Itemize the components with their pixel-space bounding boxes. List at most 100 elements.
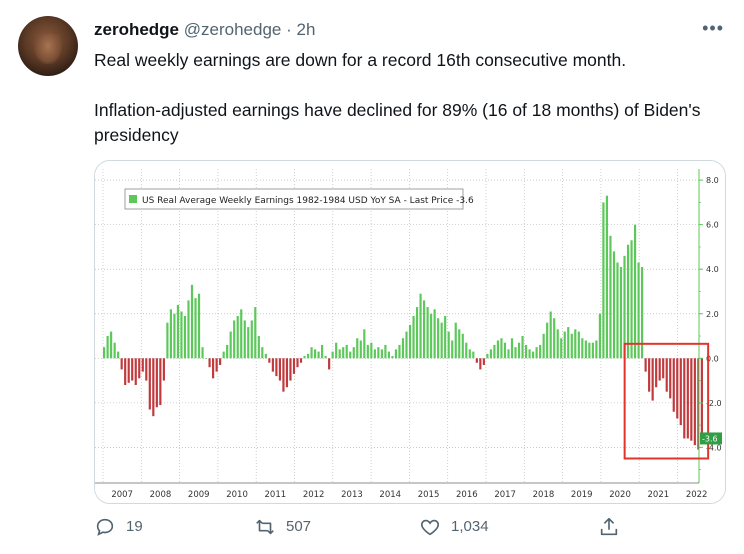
x-tick-label: 2011 bbox=[265, 490, 287, 500]
chart-bar bbox=[683, 358, 686, 439]
chart-bar bbox=[233, 320, 236, 359]
chart-bar bbox=[117, 351, 120, 359]
legend-label: US Real Average Weekly Earnings 1982-198… bbox=[142, 196, 474, 206]
chart-bar bbox=[120, 358, 123, 370]
chart-bar bbox=[391, 356, 394, 359]
chart-bar bbox=[626, 244, 630, 359]
chart-bar bbox=[669, 358, 672, 399]
chart-bar bbox=[641, 266, 644, 359]
chart-bar bbox=[472, 351, 475, 359]
chart-bar bbox=[180, 311, 183, 359]
share-button[interactable] bbox=[598, 516, 630, 538]
chart-bar bbox=[633, 224, 637, 359]
chart-bar bbox=[408, 324, 412, 359]
chart-bar bbox=[328, 358, 331, 370]
chart-bar bbox=[110, 331, 113, 359]
chart-bar bbox=[532, 351, 535, 359]
chart-bar bbox=[486, 353, 489, 359]
handle[interactable]: @zerohedge bbox=[183, 20, 282, 39]
x-tick-label: 2008 bbox=[150, 490, 172, 500]
chart-bar bbox=[377, 347, 380, 359]
chart-bar bbox=[475, 358, 478, 363]
chart-bar bbox=[257, 336, 260, 359]
y-tick-label: -2.0 bbox=[706, 399, 722, 408]
chart-bar bbox=[412, 315, 415, 359]
chart-bar bbox=[482, 358, 485, 365]
x-tick-label: 2018 bbox=[533, 490, 555, 500]
chart-bar bbox=[324, 356, 327, 359]
reply-button[interactable]: 19 bbox=[94, 516, 143, 538]
chart-bar bbox=[215, 358, 218, 372]
chart-bar bbox=[335, 342, 338, 359]
chart-bar bbox=[510, 338, 514, 359]
chart-bar bbox=[145, 358, 148, 381]
chart-bar bbox=[370, 342, 373, 359]
chart-bar bbox=[106, 336, 109, 359]
chart-bar bbox=[496, 340, 500, 359]
chart-bar bbox=[651, 358, 654, 401]
tweet-text-line: Real weekly earnings are down for a reco… bbox=[94, 50, 627, 70]
chart-bar bbox=[595, 340, 598, 359]
chart-bar bbox=[169, 309, 172, 359]
chart-bar bbox=[204, 358, 208, 359]
chart-bar bbox=[560, 338, 563, 359]
more-icon[interactable]: ••• bbox=[702, 18, 724, 38]
chart-bar bbox=[236, 315, 239, 359]
chart-bar bbox=[581, 338, 584, 359]
chart-image[interactable]: 8.0 6.0 4.0 2.0 0.0 -2.0 -4.0 2007 2008 2009 2010… bbox=[94, 160, 726, 504]
chart-bar bbox=[278, 358, 281, 381]
chart-bar bbox=[296, 358, 299, 368]
y-tick-label: 2.0 bbox=[706, 310, 719, 319]
chart-bar bbox=[159, 358, 162, 406]
chart-bar bbox=[609, 235, 612, 359]
x-tick-label: 2012 bbox=[303, 490, 325, 500]
chart-bar bbox=[141, 358, 144, 372]
chart-bar bbox=[226, 344, 229, 359]
chart-bar bbox=[567, 327, 570, 359]
display-name[interactable]: zerohedge bbox=[94, 20, 180, 39]
chart-bar bbox=[616, 262, 619, 359]
chart-bar bbox=[254, 307, 257, 359]
x-tick-label: 2021 bbox=[648, 490, 670, 500]
chart-bar bbox=[433, 309, 436, 359]
chart-bar bbox=[313, 349, 317, 359]
timestamp[interactable]: 2h bbox=[296, 20, 316, 39]
chart-bar bbox=[187, 300, 190, 359]
x-tick-label: 2007 bbox=[111, 490, 133, 500]
chart-bar bbox=[465, 342, 468, 359]
chart-bar bbox=[373, 349, 376, 359]
tweet-text: Real weekly earnings are down for a reco… bbox=[94, 48, 714, 148]
chart-bar bbox=[630, 240, 633, 359]
chart-bar bbox=[352, 347, 355, 359]
like-button[interactable]: 1,034 bbox=[419, 516, 489, 538]
chart-bar bbox=[447, 331, 450, 359]
chart-bar bbox=[292, 358, 296, 374]
chart-bar bbox=[264, 353, 267, 359]
chart-bar bbox=[342, 347, 345, 359]
chart-bar bbox=[591, 342, 594, 359]
x-tick-label: 2015 bbox=[418, 490, 440, 500]
chart-bar bbox=[124, 358, 127, 386]
chart-bar bbox=[500, 338, 503, 359]
chart-bar bbox=[514, 347, 517, 359]
chart-bar bbox=[405, 331, 408, 359]
chart-bar bbox=[268, 358, 271, 363]
chart-bar bbox=[644, 358, 647, 372]
share-icon bbox=[600, 517, 618, 536]
chart-bar bbox=[387, 351, 391, 359]
chart-bar bbox=[493, 344, 496, 359]
chart-bar bbox=[113, 342, 116, 359]
retweet-button[interactable]: 507 bbox=[254, 516, 311, 538]
chart-bar bbox=[528, 349, 531, 359]
chart-bar bbox=[693, 358, 696, 446]
avatar[interactable] bbox=[18, 16, 78, 76]
chart-bar bbox=[194, 298, 197, 359]
x-tick-label: 2020 bbox=[609, 490, 631, 500]
chart-bar bbox=[155, 358, 158, 408]
heart-icon bbox=[421, 519, 439, 536]
chart-bar bbox=[430, 313, 433, 359]
chart-bar bbox=[542, 333, 545, 359]
earnings-chart: 8.0 6.0 4.0 2.0 0.0 -2.0 -4.0 2007 2008 2009 2010… bbox=[95, 161, 725, 503]
chart-bar bbox=[598, 313, 601, 359]
chart-bar bbox=[489, 349, 492, 359]
